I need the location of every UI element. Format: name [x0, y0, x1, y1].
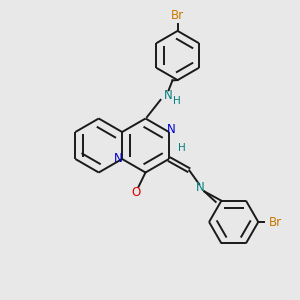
Text: H: H — [178, 142, 185, 153]
Text: Br: Br — [171, 9, 184, 22]
Text: N: N — [196, 181, 205, 194]
Text: H: H — [173, 95, 181, 106]
Text: Br: Br — [269, 215, 282, 229]
Text: O: O — [132, 185, 141, 199]
Text: N: N — [164, 89, 173, 102]
Text: N: N — [167, 123, 176, 136]
Text: N: N — [114, 152, 123, 165]
